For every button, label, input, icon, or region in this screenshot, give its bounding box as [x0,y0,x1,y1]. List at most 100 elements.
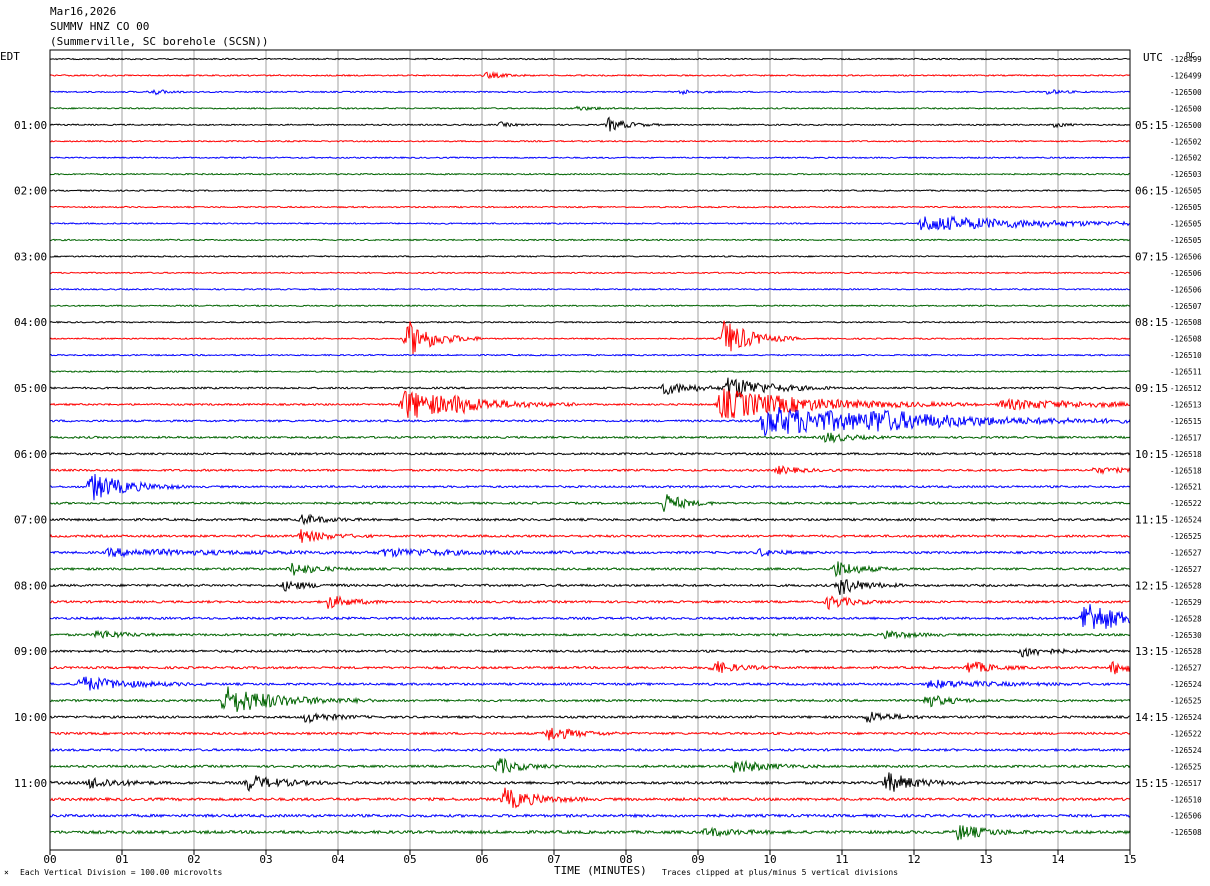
plot-frame [49,49,1131,851]
trace-line [49,451,1131,456]
dc-offset-label: -126512 [1170,384,1202,393]
dc-offset-label: -126522 [1170,729,1202,738]
dc-offset-label: -126518 [1170,466,1202,475]
trace-line [49,287,1131,291]
dc-offset-label: -126515 [1170,417,1202,426]
x-tick-label: 08 [619,853,632,866]
chart-station: (Summerville, SC borehole (SCSN)) [50,35,269,48]
right-hour-label: 12:15 [1135,579,1168,592]
trace-line [49,105,1131,112]
trace-line [49,320,1131,355]
trace-line [49,629,1131,640]
trace-line [49,813,1131,819]
dc-offset-label: -126529 [1170,598,1202,607]
dc-offset-label: -126506 [1170,812,1202,821]
trace-line [49,255,1131,258]
x-tick-label: 01 [115,853,128,866]
trace-line [49,647,1131,658]
trace-line [49,139,1131,143]
left-hour-labels: 01:00 02:00 03:00 04:00 05:00 06:00 07:00 08:00… [14,119,47,790]
dc-offset-label: -126510 [1170,351,1202,360]
dc-offset-label: -126528 [1170,614,1202,623]
x-tick-label: 11 [835,853,848,866]
dc-offset-label: -126517 [1170,433,1202,442]
trace-line [49,156,1131,160]
x-tick-label: 15 [1123,853,1136,866]
right-hour-labels: 05:15 06:15 07:15 08:15 09:15 10:15 11:15 12:15… [1135,119,1168,790]
time-gridlines [121,50,1059,850]
dc-offset-label: -126506 [1170,285,1202,294]
trace-line [49,561,1131,578]
left-hour-label: 02:00 [14,185,47,198]
x-tick-label: 10 [763,853,776,866]
dc-offset-label: -126507 [1170,302,1202,311]
seismic-traces [49,57,1131,841]
left-hour-label: 07:00 [14,514,47,527]
trace-line [49,604,1131,629]
trace-line [49,660,1131,675]
left-hour-label: 01:00 [14,119,47,132]
trace-line [49,676,1131,691]
chart-footer: × Each Vertical Division = 100.00 microv… [4,864,898,877]
x-tick-label: 05 [403,853,416,866]
trace-line [49,377,1131,400]
clip-note: Traces clipped at plus/minus 5 vertical … [662,868,898,877]
footer-mark: × [4,868,9,877]
right-hour-label: 05:15 [1135,119,1168,132]
trace-line [49,473,1131,501]
trace-line [49,205,1131,209]
x-tick-label: 02 [187,853,200,866]
trace-line [49,547,1131,559]
right-timezone-label: UTC [1143,51,1163,64]
trace-line [49,825,1131,841]
trace-line [49,172,1131,176]
dc-offset-label: -126506 [1170,269,1202,278]
dc-offset-label: -126505 [1170,187,1202,196]
dc-offset-label: -126499 [1170,55,1202,64]
left-hour-label: 10:00 [14,711,47,724]
dc-offset-label: -126524 [1170,680,1202,689]
x-axis-ticks: 00 01 02 03 04 05 06 07 08 09 10 11 12 13 14 15 [43,850,1137,866]
chart-channel: SUMMV HNZ CO 00 [50,20,149,33]
trace-line [49,116,1131,132]
right-hour-label: 08:15 [1135,316,1168,329]
x-tick-label: 13 [979,853,992,866]
dc-offset-label: -126508 [1170,828,1202,837]
trace-line [49,215,1131,231]
right-hour-label: 15:15 [1135,777,1168,790]
dc-offset-label: -126500 [1170,104,1202,113]
dc-offset-label: -126503 [1170,170,1202,179]
scale-note: Each Vertical Division = 100.00 microvol… [20,868,222,877]
dc-offset-label: -126505 [1170,203,1202,212]
trace-line [50,304,1131,308]
trace-line [49,747,1131,753]
dc-offset-label: -126502 [1170,137,1202,146]
dc-offset-label: -126525 [1170,762,1202,771]
right-hour-label: 09:15 [1135,382,1168,395]
dc-offset-label: -126528 [1170,647,1202,656]
dc-offset-label: -126510 [1170,795,1202,804]
left-hour-label: 09:00 [14,645,47,658]
x-tick-label: 00 [43,853,56,866]
dc-offset-label: -126525 [1170,532,1202,541]
trace-line [49,432,1131,444]
trace-line [49,88,1131,96]
trace-line [49,686,1131,713]
right-hour-label: 11:15 [1135,514,1168,527]
left-hour-label: 11:00 [14,777,47,790]
dc-offset-label: -126517 [1170,779,1202,788]
trace-line [49,407,1131,437]
dc-offset-labels: -126499 -126499 -126500 -126500 -126500 -1265… [1170,55,1202,837]
dc-offset-label: -126524 [1170,713,1202,722]
trace-line [49,772,1131,793]
x-tick-label: 12 [907,853,920,866]
right-hour-label: 06:15 [1135,185,1168,198]
trace-line [49,370,1131,373]
x-tick-label: 09 [691,853,704,866]
dc-offset-label: -126500 [1170,88,1202,97]
x-axis-title: TIME (MINUTES) [554,864,647,877]
right-hour-label: 13:15 [1135,645,1168,658]
trace-line [49,320,1131,324]
left-hour-label: 03:00 [14,250,47,263]
trace-line [49,271,1131,275]
